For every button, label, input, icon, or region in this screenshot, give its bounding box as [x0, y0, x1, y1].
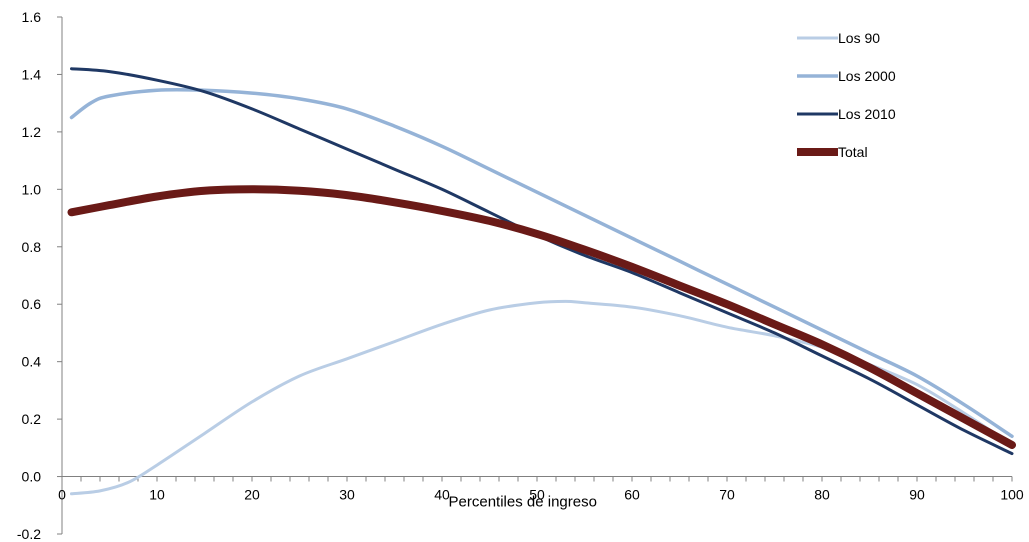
y-tick-label: 1.2: [22, 124, 42, 140]
y-tick-label: 0.0: [22, 469, 42, 485]
series-lines: [67, 67, 1016, 496]
legend-label-los-2000: Los 2000: [838, 68, 896, 84]
series-line-los-2000: [69, 87, 1014, 439]
x-tick-label: 100: [1000, 487, 1024, 503]
legend-label-total: Total: [838, 144, 868, 160]
x-tick-label: 30: [339, 487, 355, 503]
y-tick-label: 1.6: [22, 9, 42, 25]
series-line-total: [67, 185, 1016, 449]
legend-label-los-2010: Los 2010: [838, 106, 896, 122]
y-tick-label: 0.2: [22, 411, 42, 427]
y-tick-label: 0.6: [22, 296, 42, 312]
x-tick-label: 0: [58, 487, 66, 503]
y-tick-label: -0.2: [17, 526, 41, 542]
series-line-los-2010: [70, 67, 1014, 456]
x-tick-label: 70: [719, 487, 735, 503]
x-tick-label: 10: [149, 487, 165, 503]
x-axis-title: Percentiles de ingreso: [449, 494, 597, 511]
x-tick-label: 60: [624, 487, 640, 503]
x-tick-label: 50: [529, 487, 545, 503]
legend-label-los-90: Los 90: [838, 30, 880, 46]
x-axis-ticks: 0 10 20 30 40 50 60 70 80 90 100: [58, 476, 1024, 503]
x-tick-label: 90: [909, 487, 925, 503]
legend: Los 90 Los 2000 Los 2010 Total: [797, 30, 896, 160]
x-tick-label: 20: [244, 487, 260, 503]
y-axis-ticks: -0.2 0.0 0.2 0.4 0.6 0.8 1.0 1.2 1.4 1.6: [17, 9, 62, 542]
y-tick-label: 1.0: [22, 181, 42, 197]
axes: -0.2 0.0 0.2 0.4 0.6 0.8 1.0 1.2 1.4 1.6 0 10 20 30 4…: [17, 9, 1024, 542]
y-tick-label: 0.8: [22, 239, 42, 255]
x-tick-label: 40: [434, 487, 450, 503]
y-tick-label: 0.4: [22, 354, 42, 370]
x-tick-label: 80: [814, 487, 830, 503]
series-line-los-90: [70, 299, 1014, 496]
y-tick-label: 1.4: [22, 66, 42, 82]
